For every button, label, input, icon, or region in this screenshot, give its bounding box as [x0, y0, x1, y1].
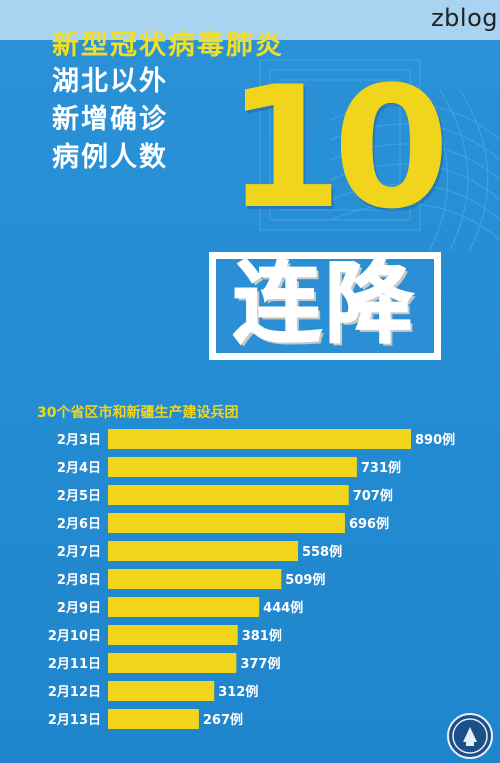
category-label: 2月11日 — [48, 657, 101, 672]
category-label: 2月9日 — [57, 601, 101, 616]
value-label: 312例 — [218, 684, 258, 700]
category-label: 2月8日 — [57, 573, 101, 588]
category-label: 2月13日 — [48, 713, 101, 728]
category-label: 2月10日 — [48, 629, 101, 644]
category-label: 2月6日 — [57, 517, 101, 532]
category-label: 2月3日 — [57, 433, 101, 448]
category-label: 2月4日 — [57, 461, 101, 476]
bar — [108, 457, 357, 477]
headline-line-4: 病例人数 — [52, 142, 168, 173]
badge-inner — [216, 259, 434, 353]
category-label: 2月5日 — [57, 489, 101, 504]
value-label: 707例 — [353, 488, 393, 504]
headline-line-2: 湖北以外 — [52, 66, 168, 97]
emblem-logo — [447, 713, 493, 759]
value-label: 377例 — [240, 656, 280, 672]
big-number: 10 — [226, 50, 450, 246]
value-label: 381例 — [242, 628, 282, 644]
category-label: 2月12日 — [48, 685, 101, 700]
bar — [108, 513, 345, 533]
bar — [108, 429, 411, 449]
bar — [108, 653, 237, 673]
headline-line-1: 新型冠状病毒肺炎 — [52, 30, 284, 61]
value-label: 890例 — [415, 432, 455, 448]
badge-text: 连降 — [232, 251, 417, 356]
top-band — [0, 0, 500, 40]
category-label: 2月7日 — [57, 545, 101, 560]
bar — [108, 541, 298, 561]
headline-line-3: 新增确诊 — [52, 104, 168, 135]
value-label: 558例 — [302, 544, 342, 560]
value-label: 444例 — [263, 600, 303, 616]
chart-title: 30个省区市和新疆生产建设兵团 — [37, 405, 239, 421]
value-label: 731例 — [361, 460, 401, 476]
watermark: zblog — [431, 4, 498, 32]
bar — [108, 569, 282, 589]
bar — [108, 709, 199, 729]
decorative-grid — [259, 59, 500, 251]
bar — [108, 485, 349, 505]
value-label: 509例 — [285, 572, 325, 588]
value-label: 267例 — [203, 712, 243, 728]
value-label: 696例 — [349, 516, 389, 532]
bar — [108, 597, 260, 617]
bar — [108, 625, 238, 645]
bar — [108, 681, 215, 701]
